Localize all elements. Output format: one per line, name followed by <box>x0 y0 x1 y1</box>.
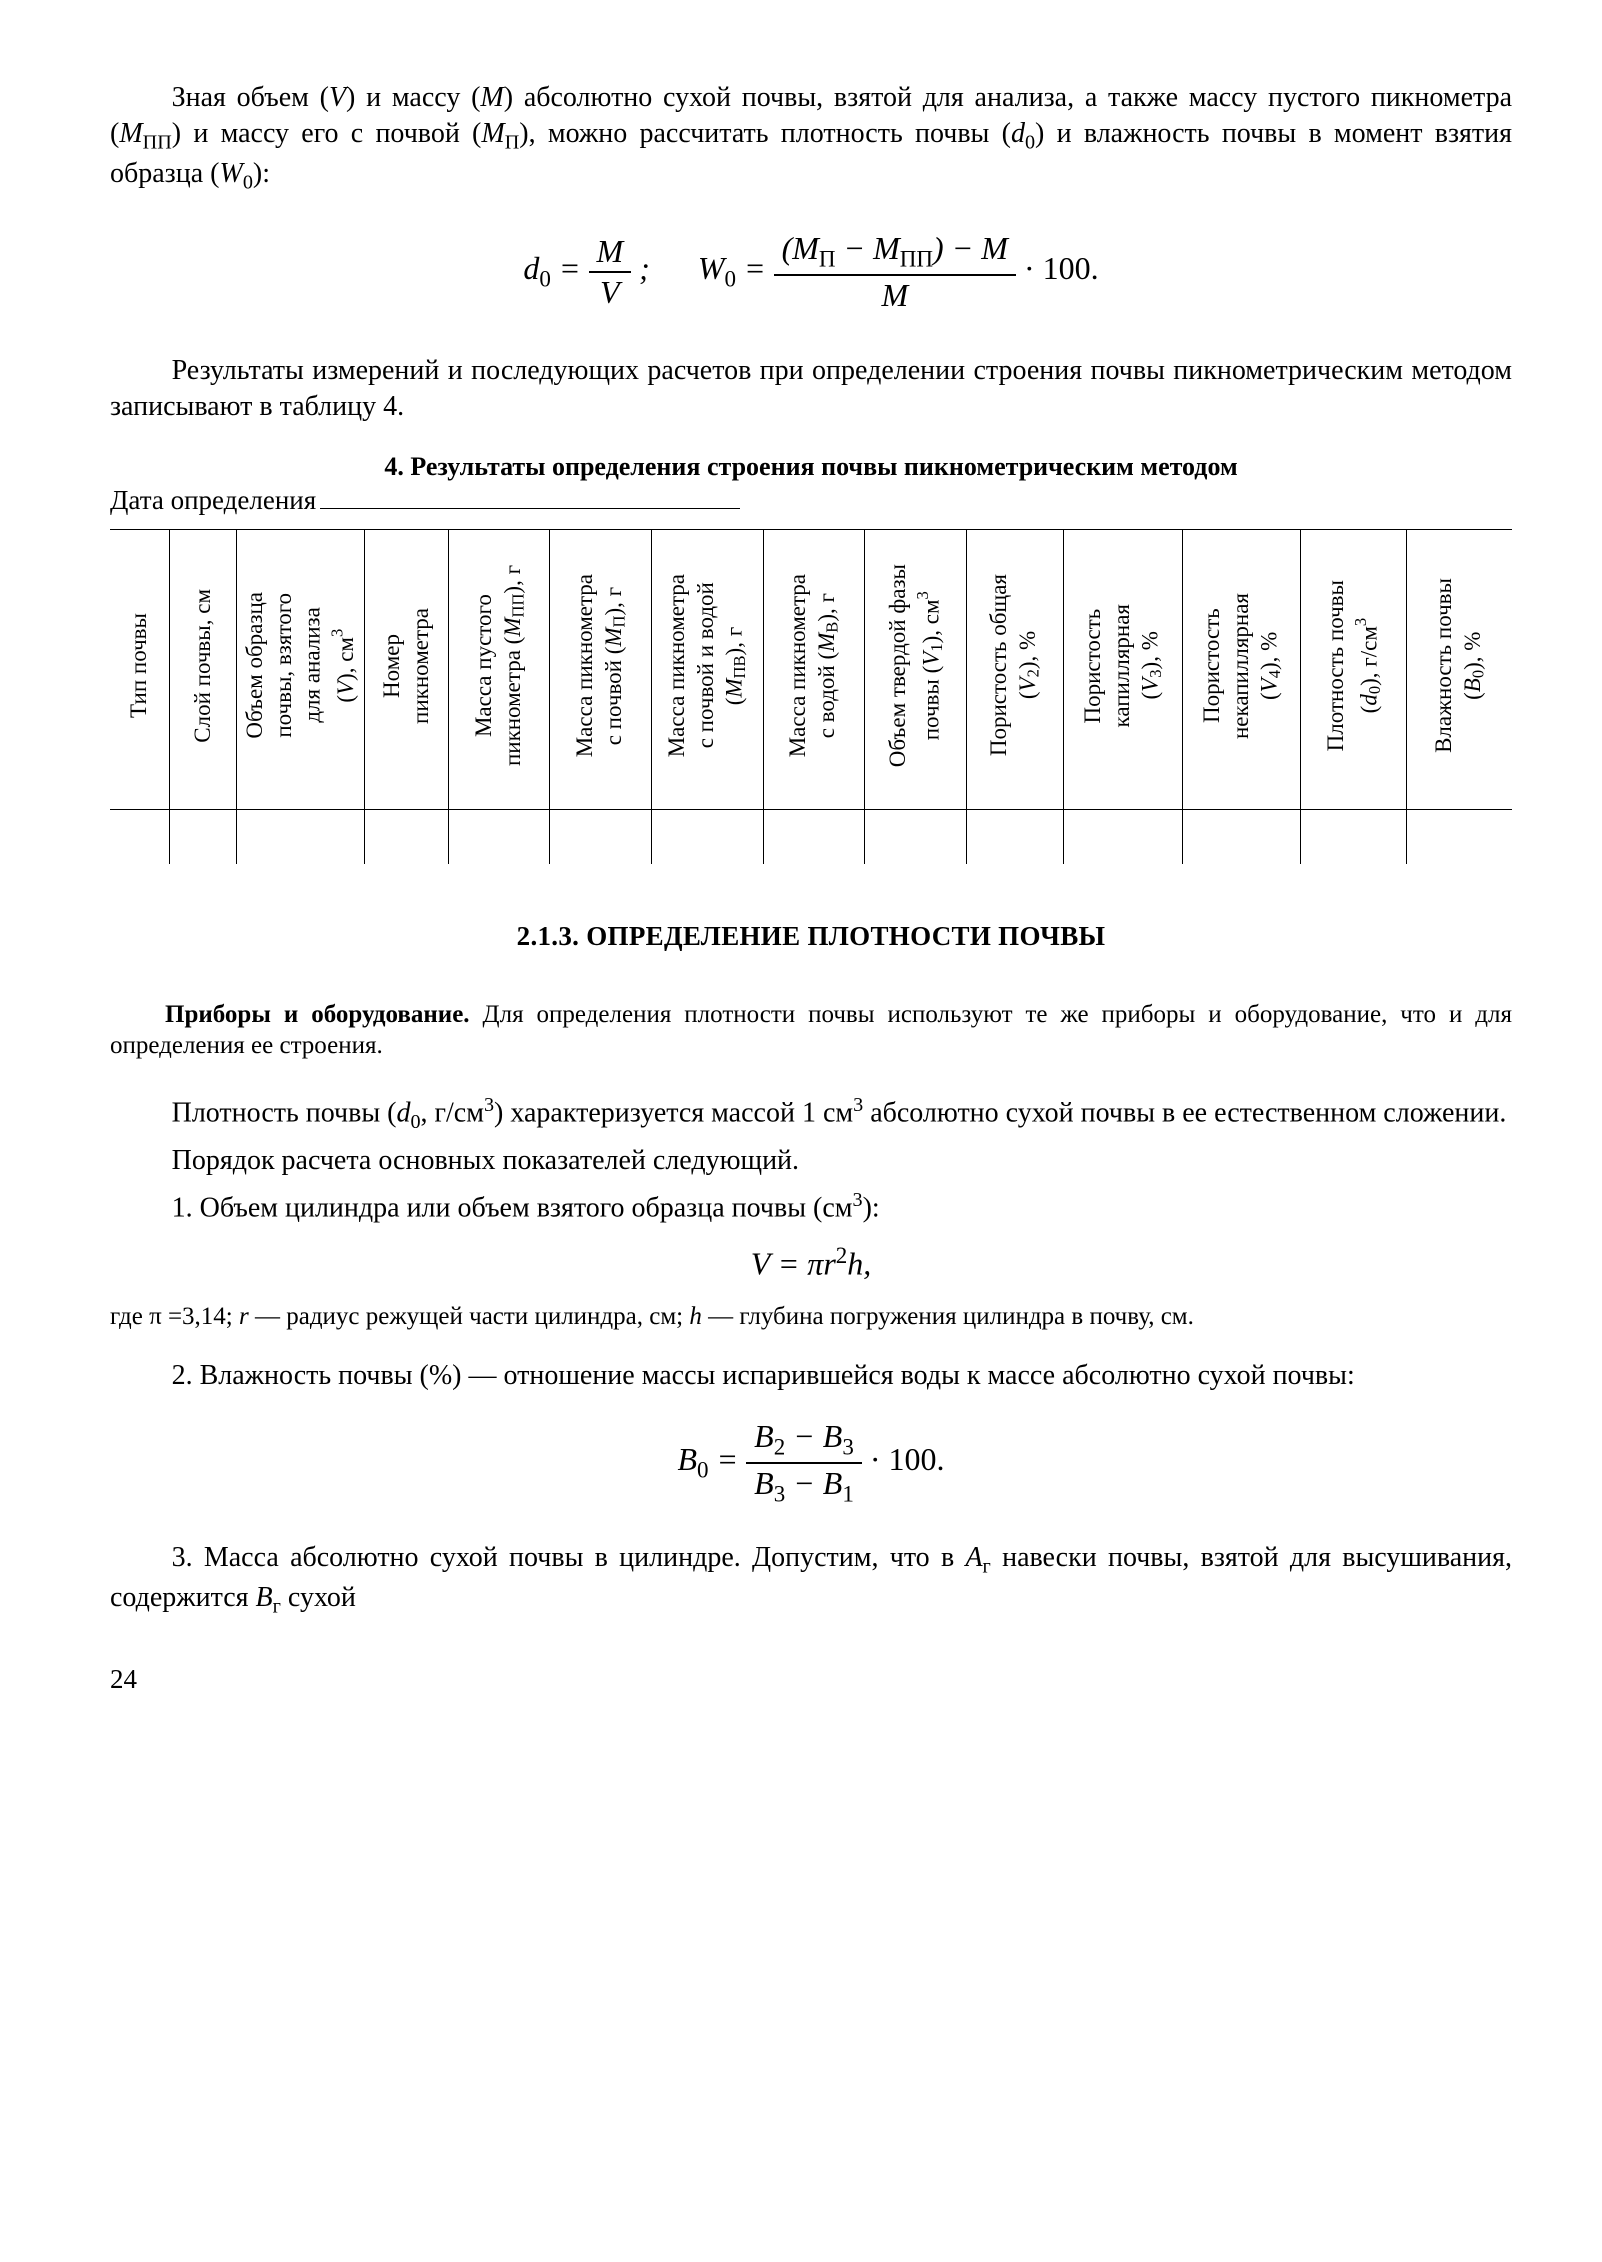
col-7: Масса пикнометрас почвой и водой(MПВ), г <box>663 574 751 757</box>
item-2: 2. Влажность почвы (%) — отношение массы… <box>110 1358 1512 1394</box>
results-table: Тип почвы Слой почвы, см Объем образца п… <box>110 529 1512 865</box>
item-1: 1. Объем цилиндра или объем взятого обра… <box>110 1187 1512 1227</box>
col-8: Масса пикнометрас водой (MВ), г <box>784 574 843 757</box>
date-line: Дата определения <box>110 483 1512 518</box>
pribory-paragraph: Приборы и оборудование. Для определения … <box>110 999 1512 1062</box>
density-paragraph-2: Порядок расчета основных показателей сле… <box>110 1143 1512 1179</box>
col-2: Слой почвы, см <box>189 589 218 743</box>
note-1: где π =3,14; r — радиус режущей части ци… <box>110 1301 1512 1332</box>
col-10: Пористость общая(V2), % <box>985 574 1044 756</box>
col-1: Тип почвы <box>125 613 154 718</box>
formula-b0: B0 = B2 − B3 B3 − B1 · 100. <box>110 1419 1512 1506</box>
col-14: Влажность почвы(B0), % <box>1430 578 1489 753</box>
item-3: 3. Масса абсолютно сухой почвы в цилиндр… <box>110 1540 1512 1620</box>
col-13: Плотность почвы(d0), г/см3 <box>1322 580 1386 751</box>
col-9: Объем твердой фазыпочвы (V1), см3 <box>884 564 948 767</box>
section-heading: 2.1.3. ОПРЕДЕЛЕНИЕ ПЛОТНОСТИ ПОЧВЫ <box>110 919 1512 954</box>
col-4: Номерпикнометра <box>378 608 436 724</box>
intro-paragraph-2: Результаты измерений и последующих расче… <box>110 353 1512 426</box>
table-row <box>110 809 1512 864</box>
table-caption: 4. Результаты определения строения почвы… <box>110 450 1512 484</box>
col-11: Пористостькапиллярная(V3), % <box>1079 604 1167 727</box>
intro-paragraph-1: Зная объем (V) и массу (M) абсолютно сух… <box>110 80 1512 196</box>
col-6: Масса пикнометрас почвой (MП), г <box>571 574 630 757</box>
col-12: Пористостьнекапиллярная(V4), % <box>1198 593 1286 739</box>
date-blank <box>320 508 740 509</box>
formula-d0-w0: d0 = MV ; W0 = (MП − MПП) − M M · 100. <box>110 231 1512 313</box>
page-number: 24 <box>110 1662 1512 1697</box>
col-5: Масса пустогопикнометра (MПП), г <box>470 565 529 766</box>
density-paragraph-1: Плотность почвы (d0, г/см3) характеризуе… <box>110 1092 1512 1135</box>
formula-v: V = πr2h, <box>110 1241 1512 1285</box>
col-3: Объем образца почвы, взятого для анализа… <box>241 592 361 739</box>
